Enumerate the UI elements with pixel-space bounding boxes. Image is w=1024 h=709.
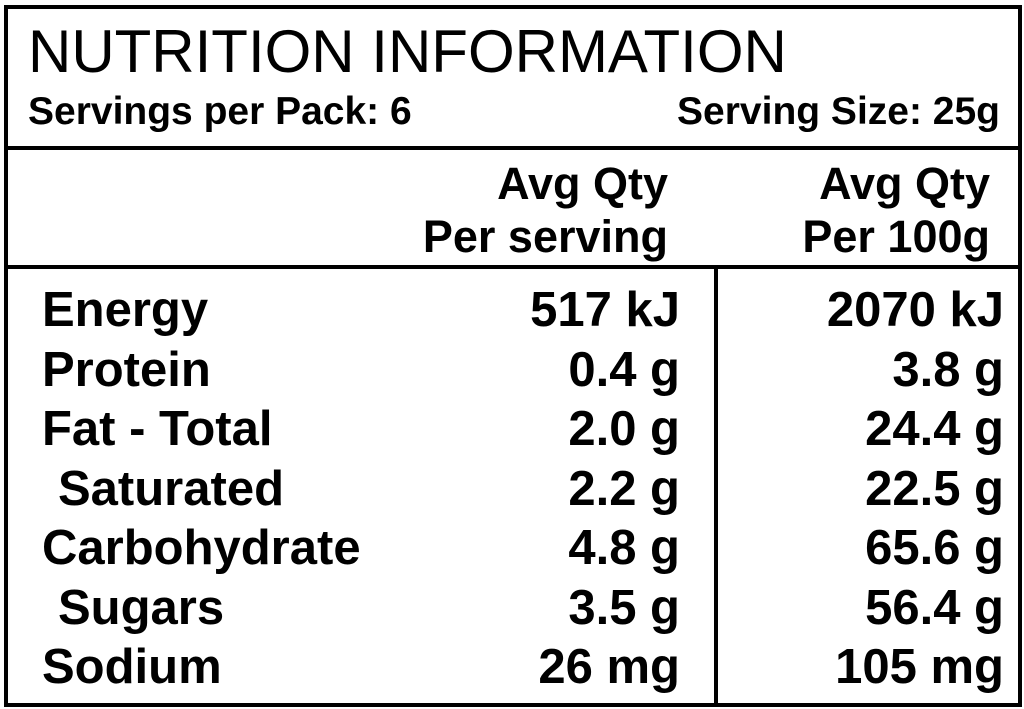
table-row: Fat - Total 2.0 g 24.4 g: [8, 400, 1018, 460]
per-serving-value: 517 kJ: [530, 283, 680, 337]
table-row: Sodium 26 mg 105 mg: [8, 638, 1018, 698]
column-header-line: Per 100g: [802, 211, 990, 262]
header-divider: [8, 146, 1018, 150]
serving-size: Serving Size: 25g: [677, 90, 1000, 133]
per-100g-value: 65.6 g: [865, 521, 1004, 575]
column-header-line: Avg Qty: [819, 158, 990, 209]
table-row: Saturated 2.2 g 22.5 g: [8, 460, 1018, 520]
per-100g-value: 22.5 g: [865, 461, 1004, 516]
nutrient-table: Energy 517 kJ 2070 kJ Protein 0.4 g 3.8 …: [8, 281, 1018, 698]
nutrient-name: Energy: [42, 283, 209, 337]
per-serving-value: 4.8 g: [568, 521, 680, 575]
per-100g-value: 24.4 g: [865, 402, 1004, 456]
per-serving-value: 2.2 g: [568, 461, 680, 516]
per-100g-value: 56.4 g: [865, 580, 1004, 635]
per-100g-value: 105 mg: [835, 640, 1004, 694]
nutrient-name: Carbohydrate: [42, 521, 361, 575]
per-serving-value: 2.0 g: [568, 402, 680, 456]
column-header-per-100g: Avg Qty Per 100g: [802, 157, 990, 263]
table-row: Protein 0.4 g 3.8 g: [8, 341, 1018, 401]
nutrient-name: Sodium: [42, 640, 222, 694]
panel-title: NUTRITION INFORMATION: [28, 18, 787, 85]
column-header-per-serving: Avg Qty Per serving: [423, 157, 668, 263]
nutrient-name: Sugars: [58, 580, 225, 635]
per-serving-value: 0.4 g: [568, 342, 680, 397]
per-100g-value: 3.8 g: [892, 342, 1004, 397]
table-row: Carbohydrate 4.8 g 65.6 g: [8, 519, 1018, 579]
column-header-line: Per serving: [422, 211, 668, 262]
per-100g-value: 2070 kJ: [826, 283, 1004, 337]
column-divider: [714, 269, 718, 703]
column-header-line: Avg Qty: [497, 158, 668, 209]
column-header-divider: [8, 265, 1018, 269]
table-row: Energy 517 kJ 2070 kJ: [8, 281, 1018, 341]
table-row: Sugars 3.5 g 56.4 g: [8, 579, 1018, 639]
per-serving-value: 26 mg: [538, 640, 680, 694]
per-serving-value: 3.5 g: [568, 580, 680, 635]
nutrient-name: Protein: [42, 342, 211, 397]
nutrition-panel: NUTRITION INFORMATION Servings per Pack:…: [4, 5, 1022, 707]
nutrient-name: Saturated: [58, 461, 285, 516]
nutrient-name: Fat - Total: [42, 402, 273, 456]
servings-per-pack: Servings per Pack: 6: [28, 90, 412, 133]
